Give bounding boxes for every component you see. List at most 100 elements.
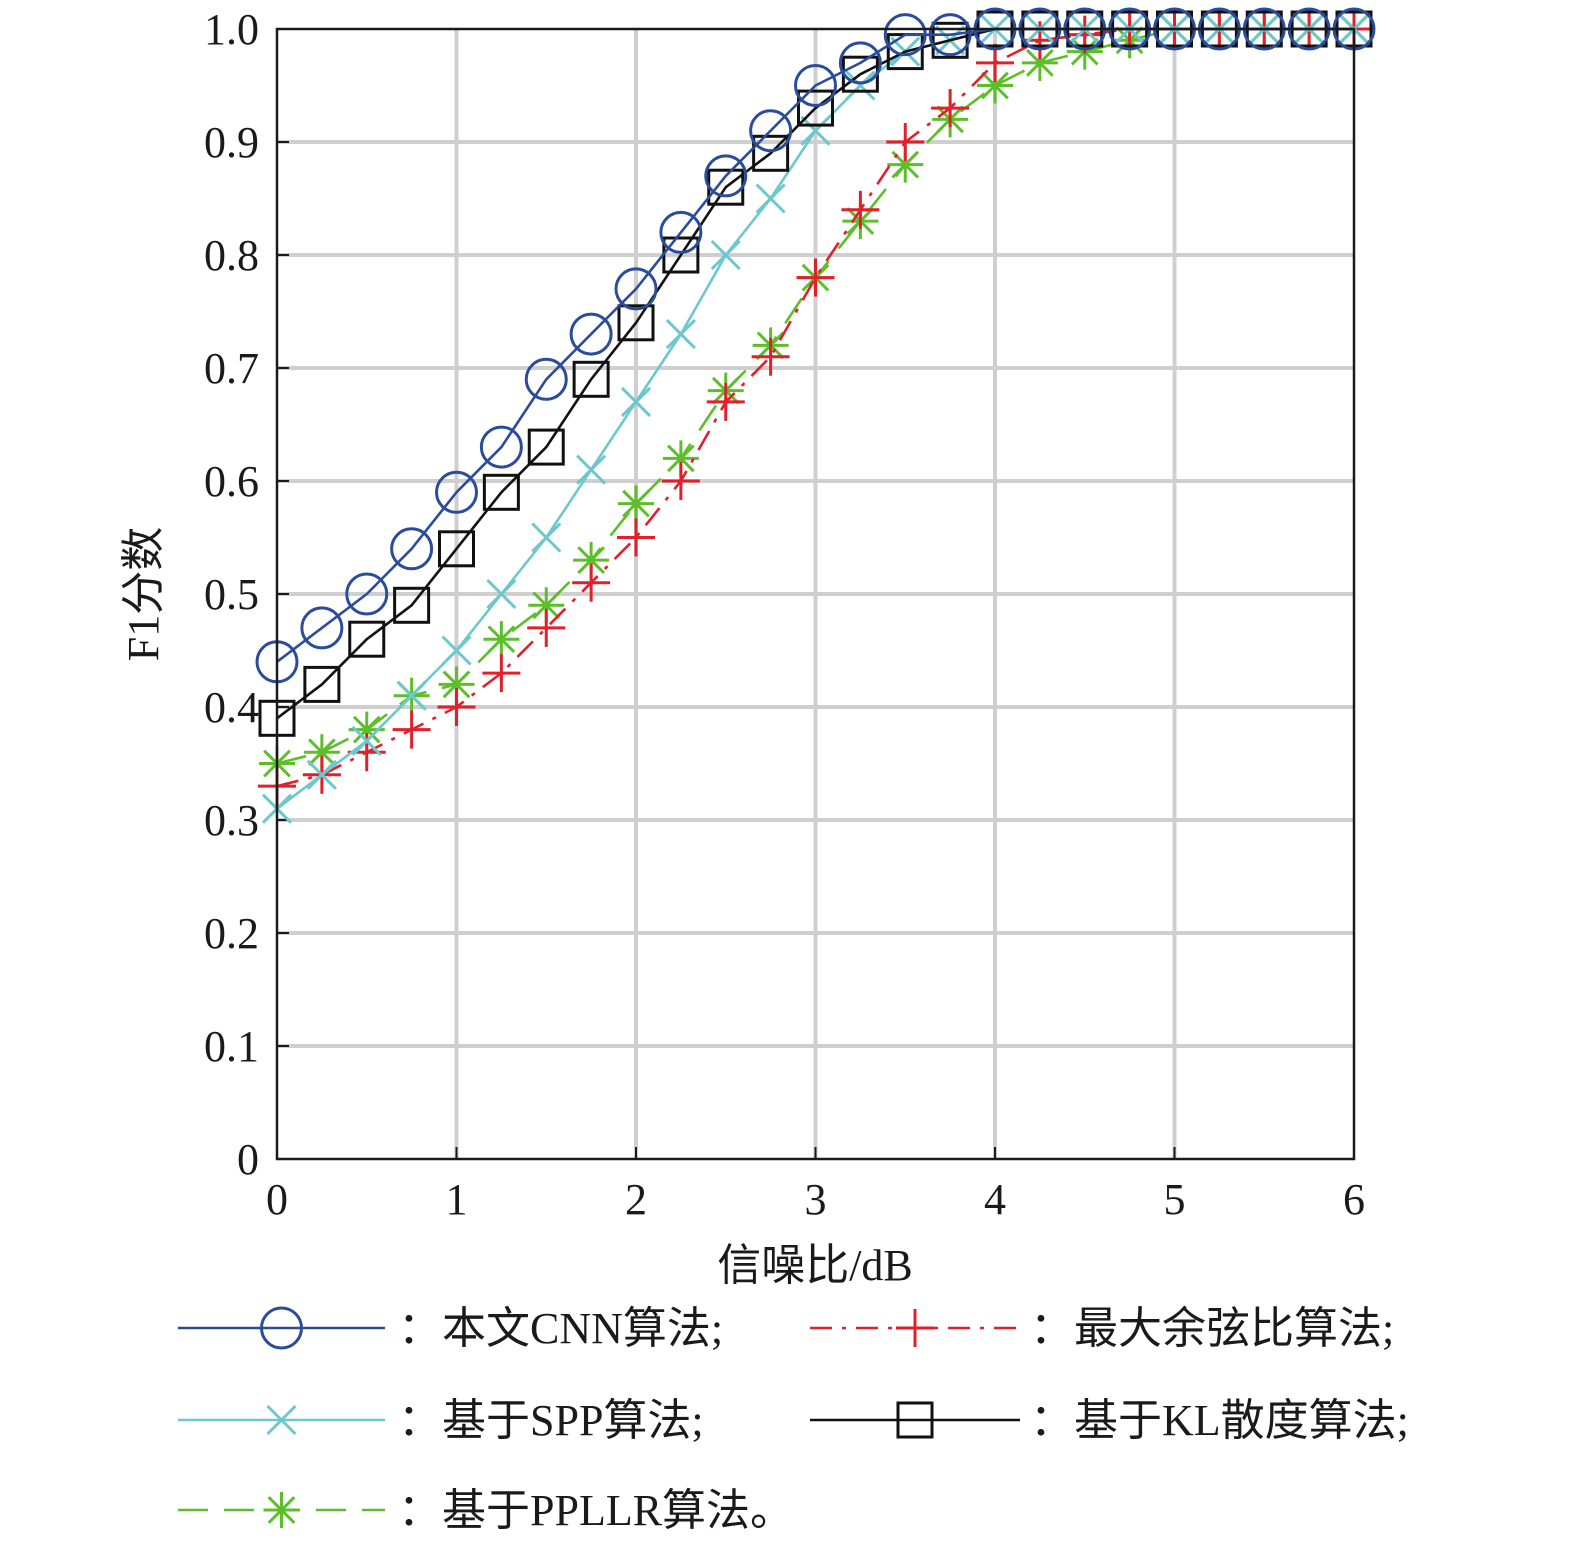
data-point [797,89,834,127]
marker-stroke [352,715,381,744]
y-tick-label: 0.6 [204,457,259,506]
y-tick-label: 1.0 [204,5,259,54]
data-point [392,710,431,749]
marker-stroke [845,70,876,101]
marker-stroke [442,670,471,699]
data-point [303,665,341,703]
marker-shape [896,1401,934,1439]
legend-label: ：基于SPP算法; [398,1396,704,1445]
legend-label: ：基于KL散度算法; [1030,1396,1409,1445]
marker-shape [260,1306,303,1350]
data-point [524,357,568,401]
data-point [572,563,611,602]
marker-shape [838,41,882,85]
legend-marker [260,1306,303,1350]
marker-shape [931,21,969,59]
data-point [348,620,386,658]
data-point [393,586,431,624]
marker-shape [482,473,520,511]
y-tick-label: 0 [237,1135,259,1184]
marker-stroke [576,454,607,485]
x-tick-label: 1 [446,1175,468,1224]
marker-stroke [306,759,337,790]
x-tick-label: 3 [805,1175,827,1224]
marker-shape [617,304,655,342]
marker-shape [928,13,972,57]
marker-stroke [755,183,786,214]
legend-marker [896,1401,934,1439]
data-point [573,542,610,579]
marker-stroke [1026,49,1054,77]
legend-entry: ：基于KL散度算法; [810,1396,1409,1445]
data-point [886,123,925,161]
marker-stroke [531,522,562,553]
marker-stroke [486,578,517,610]
data-point [931,89,970,128]
marker-shape [438,530,475,568]
legend-entry: ：最大余弦比算法; [810,1304,1394,1353]
legend-marker [896,1309,934,1347]
data-point [752,134,790,172]
x-tick-label: 0 [266,1175,288,1224]
data-point [531,522,562,553]
marker-stroke [620,386,652,417]
data-point [706,382,745,421]
marker-stroke [622,489,650,518]
data-point [931,21,969,59]
data-point [479,425,523,469]
marker-stroke [800,115,831,146]
data-point [928,13,972,57]
marker-shape [390,527,434,571]
data-point [569,312,613,356]
y-tick-label: 0.1 [204,1022,259,1071]
data-point [1021,44,1058,81]
marker-stroke [396,680,427,711]
marker-stroke [532,591,561,620]
data-point [665,319,696,350]
marker-shape [300,606,344,650]
x-tick-label: 2 [625,1175,647,1224]
data-point [659,210,703,254]
marker-shape [704,154,748,198]
data-point [483,621,520,658]
data-point [614,267,658,311]
plot-frame [275,27,1356,1161]
legend-label: ：最大余弦比算法; [1030,1304,1394,1353]
grid-lines [276,28,1355,1160]
data-point [794,64,837,107]
data-point [841,190,880,229]
marker-stroke [667,444,695,473]
data-point [838,41,882,85]
data-point [438,530,475,568]
y-axis-title: F1分数 [119,527,168,661]
data-point [527,608,566,647]
data-point [482,473,520,511]
marker-stroke [266,1404,297,1436]
legend-entry: ：本文CNN算法; [178,1304,723,1353]
marker-stroke [267,1496,296,1524]
marker-shape [527,428,565,466]
y-tick-labels: 0 0.1 0.2 0.3 0.4 0.5 0.6 0.7 0.8 0.9 1.0 [204,5,259,1184]
y-tick-label: 0.3 [204,796,259,845]
marker-shape [393,586,431,624]
marker-stroke [710,239,741,271]
marker-shape [572,360,610,398]
data-point [441,635,472,666]
legend-marker [266,1404,297,1436]
marker-stroke [351,725,382,756]
marker-shape [883,13,927,57]
data-point [482,654,521,693]
data-point [351,725,382,756]
x-tick-label: 5 [1164,1175,1186,1224]
data-point [617,304,655,342]
data-point [710,239,741,271]
data-point [618,485,654,522]
data-point [486,578,517,610]
data-point [437,688,476,726]
marker-shape [524,357,568,401]
marker-shape [345,572,389,616]
legend-label: ：本文CNN算法; [398,1304,723,1353]
legend-marker [263,1492,300,1528]
legend-label: ：基于PPLLR算法。 [398,1486,794,1535]
